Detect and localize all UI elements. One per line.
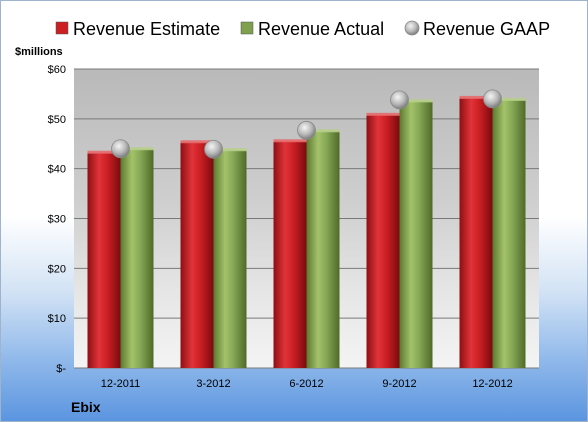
- x-tick-label: 3-2012: [196, 378, 230, 390]
- legend-swatch: [404, 20, 420, 36]
- marker-revenue-gaap: [204, 139, 223, 159]
- bar-revenue-estimate: [459, 97, 493, 369]
- legend-swatch: [55, 21, 69, 35]
- bar-revenue-actual: [492, 99, 526, 368]
- y-tick-label: $30: [48, 214, 66, 226]
- bar-top-cap: [87, 150, 121, 154]
- legend-label: Revenue Actual: [258, 19, 384, 39]
- bar-revenue-actual: [120, 149, 154, 368]
- bar-top-cap: [273, 139, 307, 143]
- bar-top-cap: [459, 95, 493, 99]
- x-tick-label: 9-2012: [382, 378, 416, 390]
- y-tick-label: $10: [48, 313, 66, 325]
- bar-revenue-actual: [213, 150, 247, 368]
- y-tick-label: $40: [48, 164, 66, 176]
- y-tick-label: $-: [56, 363, 66, 375]
- bars: [87, 95, 526, 369]
- legend-label: Revenue GAAP: [423, 19, 550, 39]
- bar-top-cap: [399, 99, 433, 103]
- y-axis-unit-label: $millions: [15, 46, 63, 58]
- x-tick-label: 6-2012: [289, 378, 323, 390]
- bar-top-cap: [180, 140, 214, 144]
- bar-top-cap: [213, 148, 247, 152]
- legend: Revenue Estimate Revenue Actual Revenue GA…: [55, 19, 550, 39]
- company-name: Ebix: [71, 399, 101, 415]
- y-tick-label: $60: [48, 64, 66, 76]
- x-tick-label: 12-2012: [472, 378, 512, 390]
- marker-revenue-gaap: [297, 120, 316, 140]
- legend-label: Revenue Estimate: [73, 19, 220, 39]
- marker-revenue-gaap: [111, 139, 130, 159]
- y-axis-ticks: $- $10 $20 $30 $40 $50 $60: [48, 64, 67, 375]
- marker-revenue-gaap: [390, 90, 409, 110]
- bar-revenue-estimate: [87, 152, 121, 368]
- gaap-markers: [111, 89, 502, 159]
- bar-revenue-estimate: [366, 114, 400, 368]
- bar-top-cap: [366, 112, 400, 116]
- bar-top-cap: [120, 147, 154, 151]
- y-tick-label: $20: [48, 263, 66, 275]
- legend-swatch: [240, 21, 254, 35]
- bar-revenue-actual: [306, 131, 340, 368]
- bar-revenue-actual: [399, 101, 433, 369]
- marker-revenue-gaap: [483, 89, 502, 109]
- y-tick-label: $50: [48, 114, 66, 126]
- bar-top-cap: [306, 129, 340, 133]
- bar-revenue-estimate: [273, 141, 307, 368]
- bar-top-cap: [492, 97, 526, 101]
- bar-revenue-estimate: [180, 142, 214, 368]
- x-axis-ticks: 12-2011 3-2012 6-2012 9-2012 12-2012: [101, 378, 513, 390]
- x-tick-label: 12-2011: [101, 378, 141, 390]
